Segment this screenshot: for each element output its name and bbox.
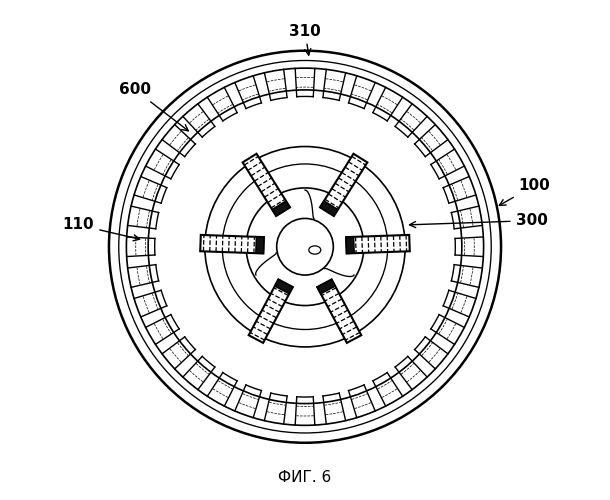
- Polygon shape: [346, 237, 354, 254]
- Polygon shape: [243, 154, 290, 216]
- Text: 300: 300: [409, 213, 547, 228]
- Text: 100: 100: [500, 178, 550, 206]
- Polygon shape: [320, 154, 367, 216]
- Text: 110: 110: [63, 218, 140, 241]
- Polygon shape: [274, 280, 293, 294]
- Polygon shape: [317, 280, 336, 294]
- Polygon shape: [346, 235, 410, 254]
- Polygon shape: [272, 201, 290, 216]
- Text: 600: 600: [119, 82, 188, 131]
- Text: ФИГ. 6: ФИГ. 6: [278, 470, 332, 485]
- Polygon shape: [200, 235, 264, 254]
- Text: 310: 310: [289, 24, 321, 55]
- Polygon shape: [249, 280, 293, 343]
- Polygon shape: [317, 280, 361, 343]
- Polygon shape: [256, 237, 264, 254]
- Polygon shape: [320, 201, 338, 216]
